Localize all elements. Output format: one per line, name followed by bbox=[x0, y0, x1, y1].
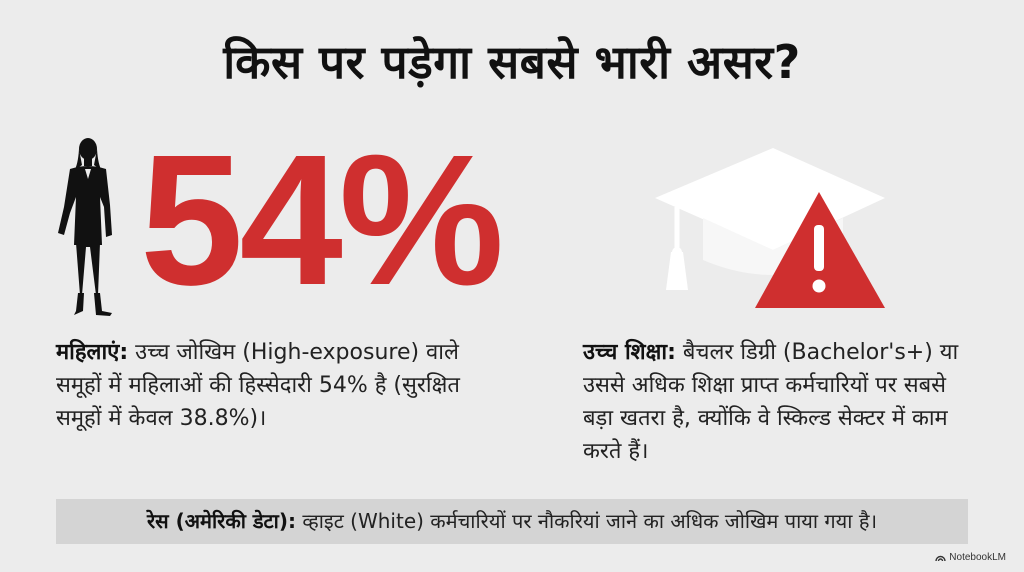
women-description: महिलाएं: उच्च जोखिम (High-exposure) वाले… bbox=[56, 336, 496, 435]
branding: NotebookLM bbox=[935, 552, 1006, 563]
woman-silhouette-icon bbox=[58, 138, 112, 316]
women-text: उच्च जोखिम (High-exposure) वाले समूहों म… bbox=[56, 340, 460, 431]
race-banner: रेस (अमेरिकी डेटा): व्हाइट (White) कर्मच… bbox=[56, 499, 968, 544]
race-label: रेस (अमेरिकी डेटा): bbox=[146, 509, 296, 533]
education-text: बैचलर डिग्री (Bachelor's+) या उससे अधिक … bbox=[583, 340, 959, 464]
education-warning-graphic bbox=[655, 148, 885, 308]
stat-value: 54% bbox=[140, 117, 504, 324]
education-label: उच्च शिक्षा: bbox=[583, 340, 676, 365]
notebooklm-logo-icon bbox=[935, 556, 946, 562]
page-title: किस पर पड़ेगा सबसे भारी असर? bbox=[223, 35, 801, 89]
branding-text: NotebookLM bbox=[949, 552, 1006, 563]
warning-icon bbox=[755, 192, 885, 308]
women-label: महिलाएं: bbox=[56, 340, 129, 365]
race-text: व्हाइट (White) कर्मचारियों पर नौकरियां ज… bbox=[302, 509, 878, 533]
education-description: उच्च शिक्षा: बैचलर डिग्री (Bachelor's+) … bbox=[583, 336, 983, 468]
